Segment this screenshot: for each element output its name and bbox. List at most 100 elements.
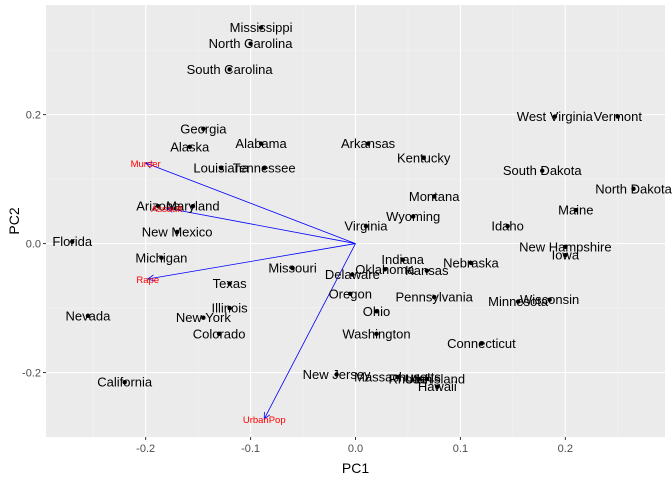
variable-labels: Murder Assault Rape UrbanPop — [131, 159, 286, 426]
x-tick-label: -0.2 — [136, 443, 155, 455]
point-south-carolina — [227, 67, 232, 72]
point-oklahoma — [382, 267, 388, 272]
point-mississippi — [258, 25, 264, 30]
state-label-idaho: Idaho — [491, 219, 524, 234]
point-washington — [374, 331, 379, 337]
grid-major-lines — [46, 5, 665, 437]
y-axis-ticks: -0.2 0.0 0.2 — [22, 110, 46, 380]
point-west-virginia — [552, 114, 558, 119]
state-label-virginia: Virginia — [344, 219, 388, 234]
point-missouri — [290, 265, 295, 271]
point-arizona — [156, 203, 161, 209]
point-new-york — [201, 315, 206, 320]
point-maine — [573, 207, 579, 213]
state-label-washington: Washington — [342, 326, 410, 341]
x-tick-label: 0.0 — [348, 443, 363, 455]
y-tick-label: 0.2 — [26, 110, 41, 122]
point-delaware — [350, 272, 355, 277]
point-hawaii — [435, 384, 440, 389]
point-colorado — [216, 331, 222, 337]
state-points — [70, 25, 636, 389]
point-alabama — [258, 141, 264, 146]
point-new-mexico — [174, 229, 180, 235]
state-label-south-dakota: South Dakota — [503, 163, 583, 178]
state-label-alabama: Alabama — [235, 136, 287, 151]
y-tick-label: -0.2 — [22, 368, 41, 380]
variable-label-murder: Murder — [131, 159, 161, 170]
state-label-maine: Maine — [558, 203, 593, 218]
state-label-west-virginia: West Virginia — [517, 109, 594, 124]
state-label-rhode-island: Rhode Island — [389, 371, 466, 386]
point-rhode-island — [424, 376, 430, 382]
point-massachusetts — [395, 374, 400, 380]
point-connecticut — [479, 341, 484, 346]
arrowhead-rape — [146, 274, 155, 282]
state-label-arkansas: Arkansas — [341, 136, 396, 151]
state-label-iowa: Iowa — [552, 248, 580, 263]
y-axis-title: PC2 — [6, 207, 22, 234]
state-label-kansas: Kansas — [405, 263, 449, 278]
point-utah — [416, 376, 421, 382]
state-label-colorado: Colorado — [193, 326, 246, 341]
grid-minor-lines — [46, 5, 665, 437]
point-minnesota — [515, 299, 521, 304]
state-label-georgia: Georgia — [180, 121, 227, 136]
arrow-urbanpop — [263, 243, 356, 420]
state-label-massachusetts: Massachusetts — [354, 370, 441, 385]
state-label-louisiana: Louisiana — [193, 161, 249, 176]
arrow-assault — [166, 207, 356, 244]
point-south-dakota — [540, 168, 545, 173]
state-label-hawaii: Hawaii — [418, 379, 457, 394]
x-tick-label: 0.1 — [453, 443, 468, 455]
state-label-oklahoma: Oklahoma — [355, 262, 415, 277]
state-label-oregon: Oregon — [329, 286, 372, 301]
variable-label-urbanpop: UrbanPop — [243, 415, 286, 426]
point-pennsylvania — [431, 294, 437, 300]
point-vermont — [615, 114, 620, 119]
x-axis-title: PC1 — [342, 460, 369, 476]
state-label-new-hampshire: New Hampshire — [519, 239, 611, 254]
state-label-wisconsin: Wisconsin — [520, 292, 579, 307]
point-alaska — [187, 144, 192, 150]
point-north-carolina — [248, 41, 253, 46]
state-label-new-jersey: New Jersey — [303, 367, 371, 382]
state-label-california: California — [97, 375, 153, 390]
point-iowa — [563, 252, 568, 258]
state-label-michigan: Michigan — [135, 250, 187, 265]
point-tennessee — [262, 165, 267, 171]
point-idaho — [505, 223, 510, 229]
point-indiana — [400, 257, 405, 262]
arrowhead-assault — [165, 205, 174, 213]
point-arkansas — [365, 141, 371, 146]
point-illinois — [227, 305, 232, 311]
point-kentucky — [421, 155, 426, 161]
arrowhead-urbanpop — [263, 411, 271, 420]
point-ohio — [374, 309, 379, 314]
state-label-maryland: Maryland — [166, 199, 219, 214]
point-texas — [227, 281, 232, 286]
variable-label-rape: Rape — [136, 275, 159, 286]
point-georgia — [201, 126, 206, 131]
state-label-new-mexico: New Mexico — [142, 224, 213, 239]
state-label-north-dakota: North Dakota — [595, 181, 672, 196]
point-kansas — [424, 268, 430, 273]
state-label-florida: Florida — [52, 234, 93, 249]
point-california — [122, 379, 127, 385]
point-wyoming — [411, 214, 416, 219]
point-new-jersey — [334, 372, 339, 377]
point-virginia — [363, 223, 369, 229]
state-label-tennessee: Tennessee — [233, 161, 296, 176]
x-tick-label: 0.2 — [558, 443, 573, 455]
state-label-delaware: Delaware — [325, 267, 380, 282]
point-oregon — [348, 291, 353, 297]
point-montana — [431, 194, 437, 199]
point-nevada — [85, 313, 91, 318]
point-north-dakota — [631, 186, 636, 191]
state-label-utah: Utah — [405, 371, 432, 386]
point-wisconsin — [547, 297, 552, 302]
point-michigan — [159, 255, 164, 260]
state-label-vermont: Vermont — [594, 109, 643, 124]
state-label-illinois: Illinois — [212, 301, 249, 316]
